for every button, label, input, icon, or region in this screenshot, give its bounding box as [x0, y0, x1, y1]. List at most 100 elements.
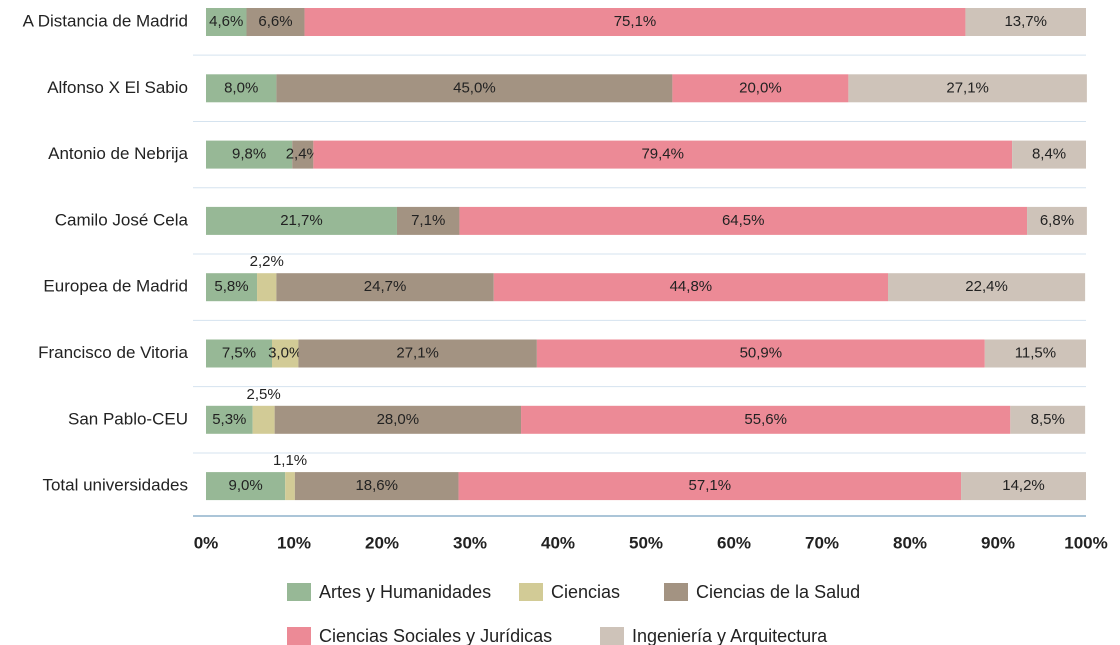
value-label: 44,8%: [670, 278, 713, 295]
value-label: 55,6%: [744, 411, 787, 428]
bar-segment: [521, 405, 1011, 434]
bar-segment: [206, 273, 258, 302]
value-label: 2,2%: [250, 253, 284, 270]
bar-segment: [206, 472, 286, 501]
value-label: 20,0%: [739, 79, 782, 96]
legend-label: Ciencias Sociales y Jurídicas: [319, 626, 552, 645]
bar-segment: [298, 339, 537, 368]
bar-segment: [672, 74, 849, 103]
bar-segment: [536, 339, 985, 368]
bar-segment: [396, 206, 460, 235]
value-label: 7,1%: [411, 212, 445, 229]
value-label: 22,4%: [965, 278, 1008, 295]
value-label: 13,7%: [1004, 13, 1047, 30]
bar-segment: [276, 74, 673, 103]
value-label: 2,5%: [247, 386, 281, 403]
bar-segment: [304, 8, 966, 36]
x-tick-label: 80%: [893, 533, 927, 552]
category-label: Antonio de Nebrija: [48, 144, 188, 163]
legend-swatch: [287, 583, 311, 601]
legend-label: Ciencias de la Salud: [696, 582, 860, 602]
bar-segment: [459, 206, 1028, 235]
bar-segment: [274, 405, 522, 434]
legend-label: Artes y Humanidades: [319, 582, 491, 602]
value-label: 2,4%: [286, 146, 320, 163]
legend-swatch: [519, 583, 543, 601]
value-label: 4,6%: [209, 13, 243, 30]
legend-swatch: [600, 627, 624, 645]
bar-segment: [206, 339, 272, 368]
value-label: 9,8%: [232, 146, 266, 163]
category-label: Total universidades: [42, 476, 188, 495]
value-label: 11,5%: [1015, 344, 1056, 361]
bar-segment: [848, 74, 1087, 103]
x-tick-label: 0%: [194, 533, 219, 552]
value-label: 5,3%: [212, 411, 246, 428]
value-label: 6,8%: [1040, 212, 1074, 229]
value-label: 8,4%: [1032, 146, 1066, 163]
bar-segment: [292, 140, 314, 169]
value-label: 64,5%: [722, 212, 765, 229]
bar-segment: [206, 8, 247, 36]
bar-segment: [1027, 206, 1087, 235]
value-label: 28,0%: [377, 411, 420, 428]
bar-segment: [313, 140, 1013, 169]
legend-swatch: [664, 583, 688, 601]
legend-label: Ingeniería y Arquitectura: [632, 626, 828, 645]
bar-segment: [276, 273, 494, 302]
x-tick-label: 100%: [1064, 533, 1107, 552]
x-tick-label: 30%: [453, 533, 487, 552]
legend-swatch: [287, 627, 311, 645]
category-label: A Distancia de Madrid: [23, 11, 188, 30]
value-label: 9,0%: [228, 477, 262, 494]
legend-label: Ciencias: [551, 582, 620, 602]
value-label: 7,5%: [222, 344, 256, 361]
value-label: 27,1%: [396, 344, 439, 361]
bar-segment: [206, 140, 293, 169]
category-label: Alfonso X El Sabio: [47, 78, 188, 97]
bar-segment: [1012, 140, 1086, 169]
bar-segment: [206, 74, 277, 103]
value-label: 1,1%: [273, 452, 307, 469]
category-label: Europea de Madrid: [43, 277, 188, 296]
value-label: 21,7%: [280, 212, 323, 229]
value-label: 27,1%: [946, 79, 989, 96]
bar-segment: [458, 472, 962, 501]
bar-segment: [888, 273, 1086, 302]
value-label: 14,2%: [1002, 477, 1045, 494]
bar-segment: [984, 339, 1086, 368]
bar-segment: [961, 472, 1086, 501]
value-label: 5,8%: [214, 278, 248, 295]
x-tick-label: 70%: [805, 533, 839, 552]
bar-segment: [257, 273, 277, 302]
value-label: 24,7%: [364, 278, 407, 295]
value-label: 6,6%: [258, 13, 292, 30]
bar-segment: [246, 8, 305, 36]
bar-segment: [252, 405, 275, 434]
bar-segment: [206, 405, 253, 434]
x-tick-label: 50%: [629, 533, 663, 552]
value-label: 57,1%: [689, 477, 732, 494]
bar-segment: [294, 472, 459, 501]
value-label: 3,0%: [268, 344, 302, 361]
value-label: 79,4%: [641, 146, 684, 163]
bar-segment: [285, 472, 295, 501]
category-label: Camilo José Cela: [55, 210, 189, 229]
x-tick-label: 90%: [981, 533, 1015, 552]
x-tick-label: 60%: [717, 533, 751, 552]
bar-segment: [493, 273, 888, 302]
bar-segment: [1010, 405, 1086, 434]
value-label: 45,0%: [453, 79, 496, 96]
category-label: Francisco de Vitoria: [38, 343, 188, 362]
bar-segment: [965, 8, 1086, 36]
x-tick-label: 20%: [365, 533, 399, 552]
bar-segment: [206, 206, 397, 235]
x-tick-label: 40%: [541, 533, 575, 552]
bar-segment: [272, 339, 299, 368]
value-label: 50,9%: [740, 344, 783, 361]
value-label: 8,5%: [1031, 411, 1065, 428]
value-label: 75,1%: [614, 13, 657, 30]
x-tick-label: 10%: [277, 533, 311, 552]
